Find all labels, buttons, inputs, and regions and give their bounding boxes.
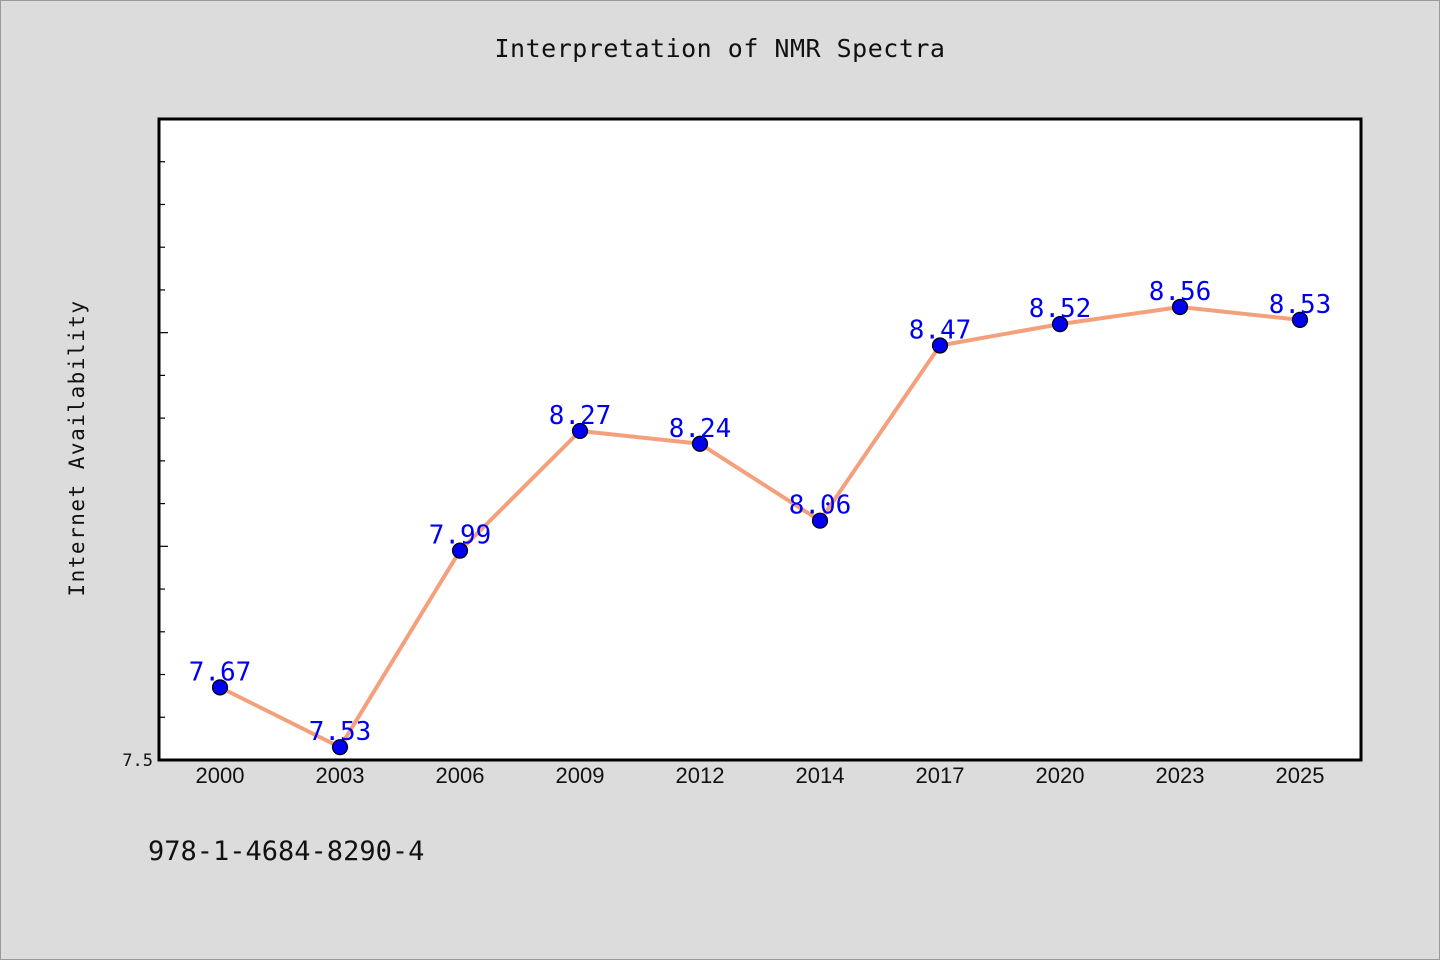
data-label: 8.47 (909, 315, 972, 345)
chart-title: Interpretation of NMR Spectra (494, 34, 946, 63)
data-point (1291, 311, 1309, 328)
data-point (931, 337, 949, 354)
x-tick-label: 2025 (1276, 763, 1325, 788)
isbn-code: 978-1-4684-8290-4 (148, 836, 425, 867)
x-tick-label: 2000 (196, 763, 245, 788)
data-label: 8.06 (789, 491, 852, 521)
x-tick-label: 2017 (916, 763, 965, 788)
data-label: 8.27 (549, 401, 612, 431)
data-label: 8.52 (1029, 294, 1092, 324)
data-label: 8.56 (1149, 277, 1212, 307)
data-label: 7.67 (189, 657, 252, 687)
data-point (451, 542, 469, 559)
x-tick-label: 2006 (436, 763, 485, 788)
x-tick-label: 2020 (1036, 763, 1085, 788)
data-label: 7.53 (309, 717, 372, 747)
data-point (211, 679, 229, 696)
data-point (571, 422, 589, 440)
series-line (218, 305, 1302, 750)
data-point (811, 512, 829, 529)
x-tick-label: 2003 (316, 763, 365, 788)
data-label: 8.24 (669, 414, 732, 444)
data-point (691, 435, 709, 452)
plot-area (157, 117, 1363, 762)
x-tick-label: 2023 (1156, 763, 1205, 788)
data-point (331, 739, 349, 756)
x-tick-label: 2014 (796, 763, 845, 788)
y-tick-label: 7.5 (122, 751, 153, 771)
x-tick-label: 2012 (676, 763, 725, 788)
data-point (1051, 316, 1069, 333)
x-tick-label: 2009 (556, 763, 605, 788)
data-point (1171, 298, 1189, 316)
data-label: 7.99 (429, 521, 492, 551)
data-label: 8.53 (1269, 290, 1332, 320)
